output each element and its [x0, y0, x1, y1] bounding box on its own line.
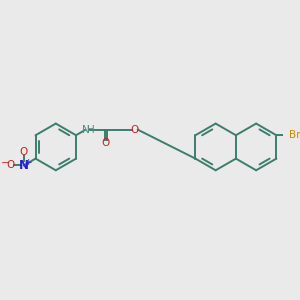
Text: H: H: [88, 125, 95, 135]
Text: O: O: [131, 125, 139, 135]
Text: −: −: [0, 158, 9, 168]
Text: N: N: [82, 125, 89, 135]
Text: +: +: [24, 158, 32, 167]
Text: O: O: [6, 160, 14, 170]
Text: O: O: [101, 138, 110, 148]
Text: O: O: [20, 147, 28, 157]
Text: Br: Br: [289, 130, 300, 140]
Text: N: N: [19, 159, 29, 172]
